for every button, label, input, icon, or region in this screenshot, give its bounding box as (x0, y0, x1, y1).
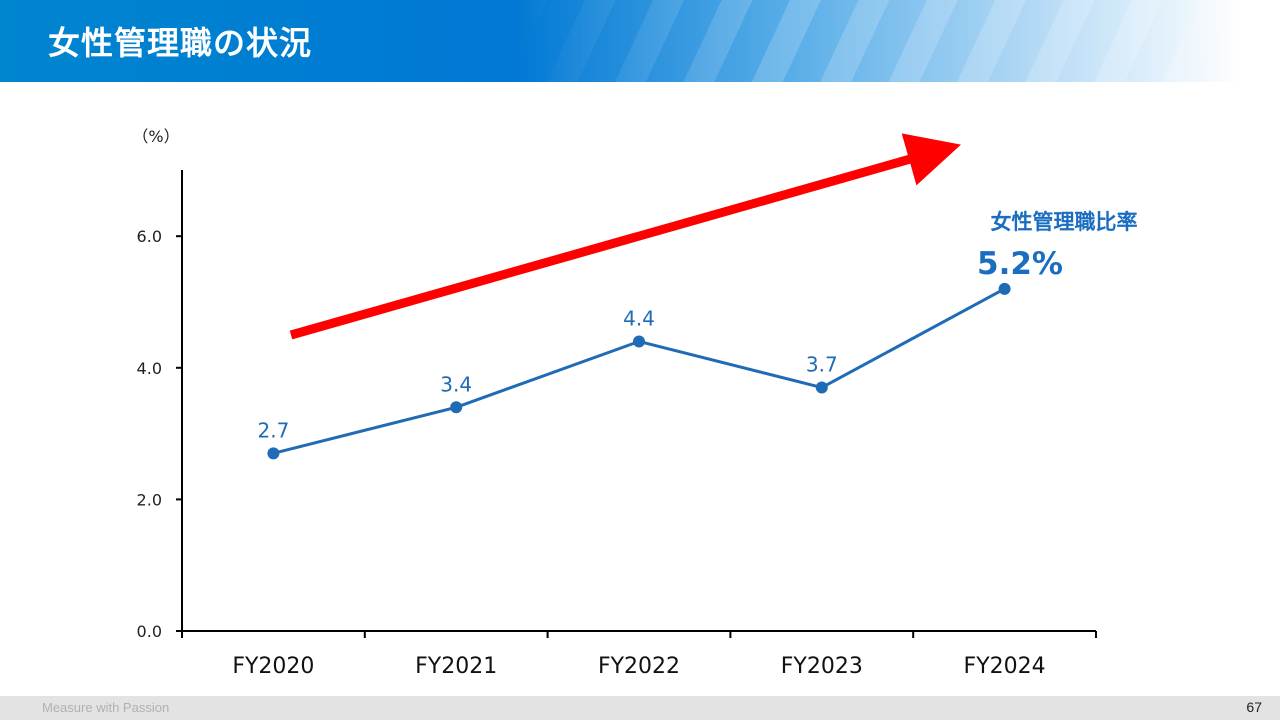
header-stripes (0, 0, 1280, 82)
x-tick-label: FY2023 (781, 654, 863, 679)
data-label: 3.4 (440, 372, 472, 396)
data-point (633, 335, 645, 348)
data-point (267, 447, 280, 460)
data-point (450, 401, 463, 414)
y-unit-label: （%） (132, 127, 179, 146)
y-tick-label: 6.0 (137, 227, 162, 246)
y-tick-label: 0.0 (137, 622, 162, 641)
footer-tagline: Measure with Passion (42, 700, 170, 715)
data-point (815, 381, 828, 394)
slide-header: 女性管理職の状況 (0, 0, 1280, 82)
data-label: 4.4 (623, 306, 655, 330)
page-title: 女性管理職の状況 (48, 24, 313, 62)
x-tick-label: FY2020 (232, 654, 314, 679)
page-number: 67 (1246, 699, 1262, 715)
x-tick-label: FY2024 (964, 654, 1046, 679)
data-label: 2.7 (257, 418, 289, 442)
trend-arrow (289, 133, 961, 340)
callout-title: 女性管理職比率 (991, 210, 1138, 234)
y-tick-label: 2.0 (137, 490, 162, 509)
slide-footer: Measure with Passion 67 (0, 696, 1280, 720)
data-point (998, 282, 1011, 295)
y-tick-label: 4.0 (137, 359, 162, 378)
data-label: 3.7 (806, 353, 838, 377)
callout-value: 5.2% (977, 246, 1063, 282)
x-tick-label: FY2021 (415, 654, 497, 679)
x-tick-label: FY2022 (598, 654, 680, 679)
line-chart: 0.0 2.0 4.0 6.0 FY2020 FY2021 FY2022 FY2023 FY20… (132, 127, 1138, 679)
